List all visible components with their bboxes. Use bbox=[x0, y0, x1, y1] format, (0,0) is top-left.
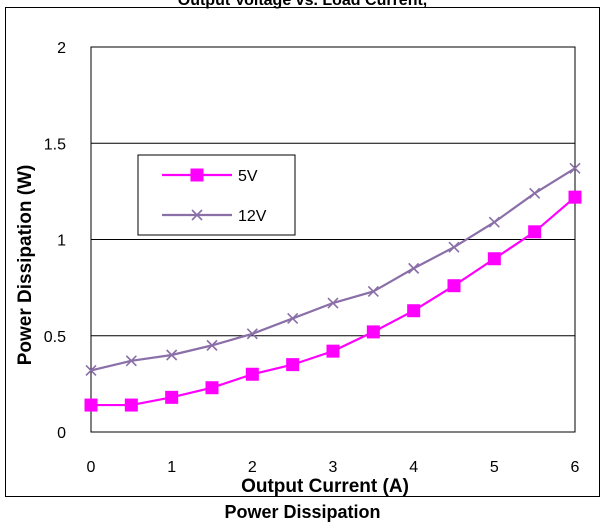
y-tick-labels: 0 0.5 1 1.5 2 bbox=[44, 40, 66, 442]
legend-marker bbox=[190, 168, 204, 182]
series-5v bbox=[84, 190, 582, 412]
gridlines bbox=[91, 142, 575, 337]
data-point-5v bbox=[124, 398, 138, 412]
x-tick-label: 3 bbox=[329, 459, 338, 476]
data-point-5v bbox=[165, 390, 179, 404]
y-axis-title: Power Dissipation (W) bbox=[15, 165, 36, 366]
chart-frame bbox=[5, 7, 600, 497]
data-point-5v bbox=[326, 344, 340, 358]
data-point-12v bbox=[166, 349, 178, 361]
y-tick-label: 1 bbox=[57, 233, 66, 250]
y-tick-label: 2 bbox=[57, 40, 66, 57]
data-point-5v bbox=[568, 190, 582, 204]
data-point-5v bbox=[487, 252, 501, 266]
data-point-5v bbox=[407, 304, 421, 318]
x-axis-title: Output Current (A) bbox=[241, 476, 409, 497]
figure-caption: Power Dissipation bbox=[224, 502, 381, 522]
legend: 5V 12V bbox=[137, 154, 296, 236]
x-tick-label: 2 bbox=[248, 459, 257, 476]
x-tick-label: 0 bbox=[87, 459, 96, 476]
data-point-5v bbox=[245, 367, 259, 381]
legend-item-5v: 5V bbox=[162, 168, 258, 185]
data-point-12v bbox=[327, 297, 339, 309]
y-tick-label: 1.5 bbox=[44, 136, 66, 153]
series-12v bbox=[85, 162, 581, 376]
x-tick-label: 6 bbox=[571, 459, 580, 476]
data-point-5v bbox=[528, 225, 542, 239]
data-point-12v bbox=[529, 187, 541, 199]
data-point-5v bbox=[84, 398, 98, 412]
data-point-12v bbox=[125, 355, 137, 367]
y-tick-label: 0.5 bbox=[44, 329, 66, 346]
data-point-12v bbox=[408, 262, 420, 274]
series-layer bbox=[84, 162, 582, 412]
data-point-5v bbox=[366, 325, 380, 339]
legend-box bbox=[137, 154, 296, 236]
legend-item-12v: 12V bbox=[162, 208, 267, 225]
legend-label: 12V bbox=[238, 208, 267, 225]
data-point-12v bbox=[448, 241, 460, 253]
data-point-5v bbox=[447, 279, 461, 293]
x-tick-labels: 0 1 2 3 4 5 6 bbox=[87, 459, 580, 476]
x-tick-label: 4 bbox=[409, 459, 418, 476]
x-tick-label: 1 bbox=[167, 459, 176, 476]
data-point-5v bbox=[205, 381, 219, 395]
data-point-12v bbox=[206, 339, 218, 351]
legend-label: 5V bbox=[238, 168, 258, 185]
data-point-12v bbox=[367, 285, 379, 298]
data-point-12v bbox=[85, 364, 97, 376]
data-point-12v bbox=[246, 328, 258, 340]
legend-marker bbox=[191, 209, 203, 221]
chart-top-title: Output Voltage vs. Load Current, bbox=[177, 0, 428, 9]
data-point-12v bbox=[287, 312, 299, 324]
data-point-12v bbox=[488, 216, 500, 228]
data-point-5v bbox=[286, 358, 300, 372]
x-tick-label: 5 bbox=[490, 459, 499, 476]
data-point-12v bbox=[569, 162, 581, 174]
y-tick-label: 0 bbox=[57, 425, 66, 442]
